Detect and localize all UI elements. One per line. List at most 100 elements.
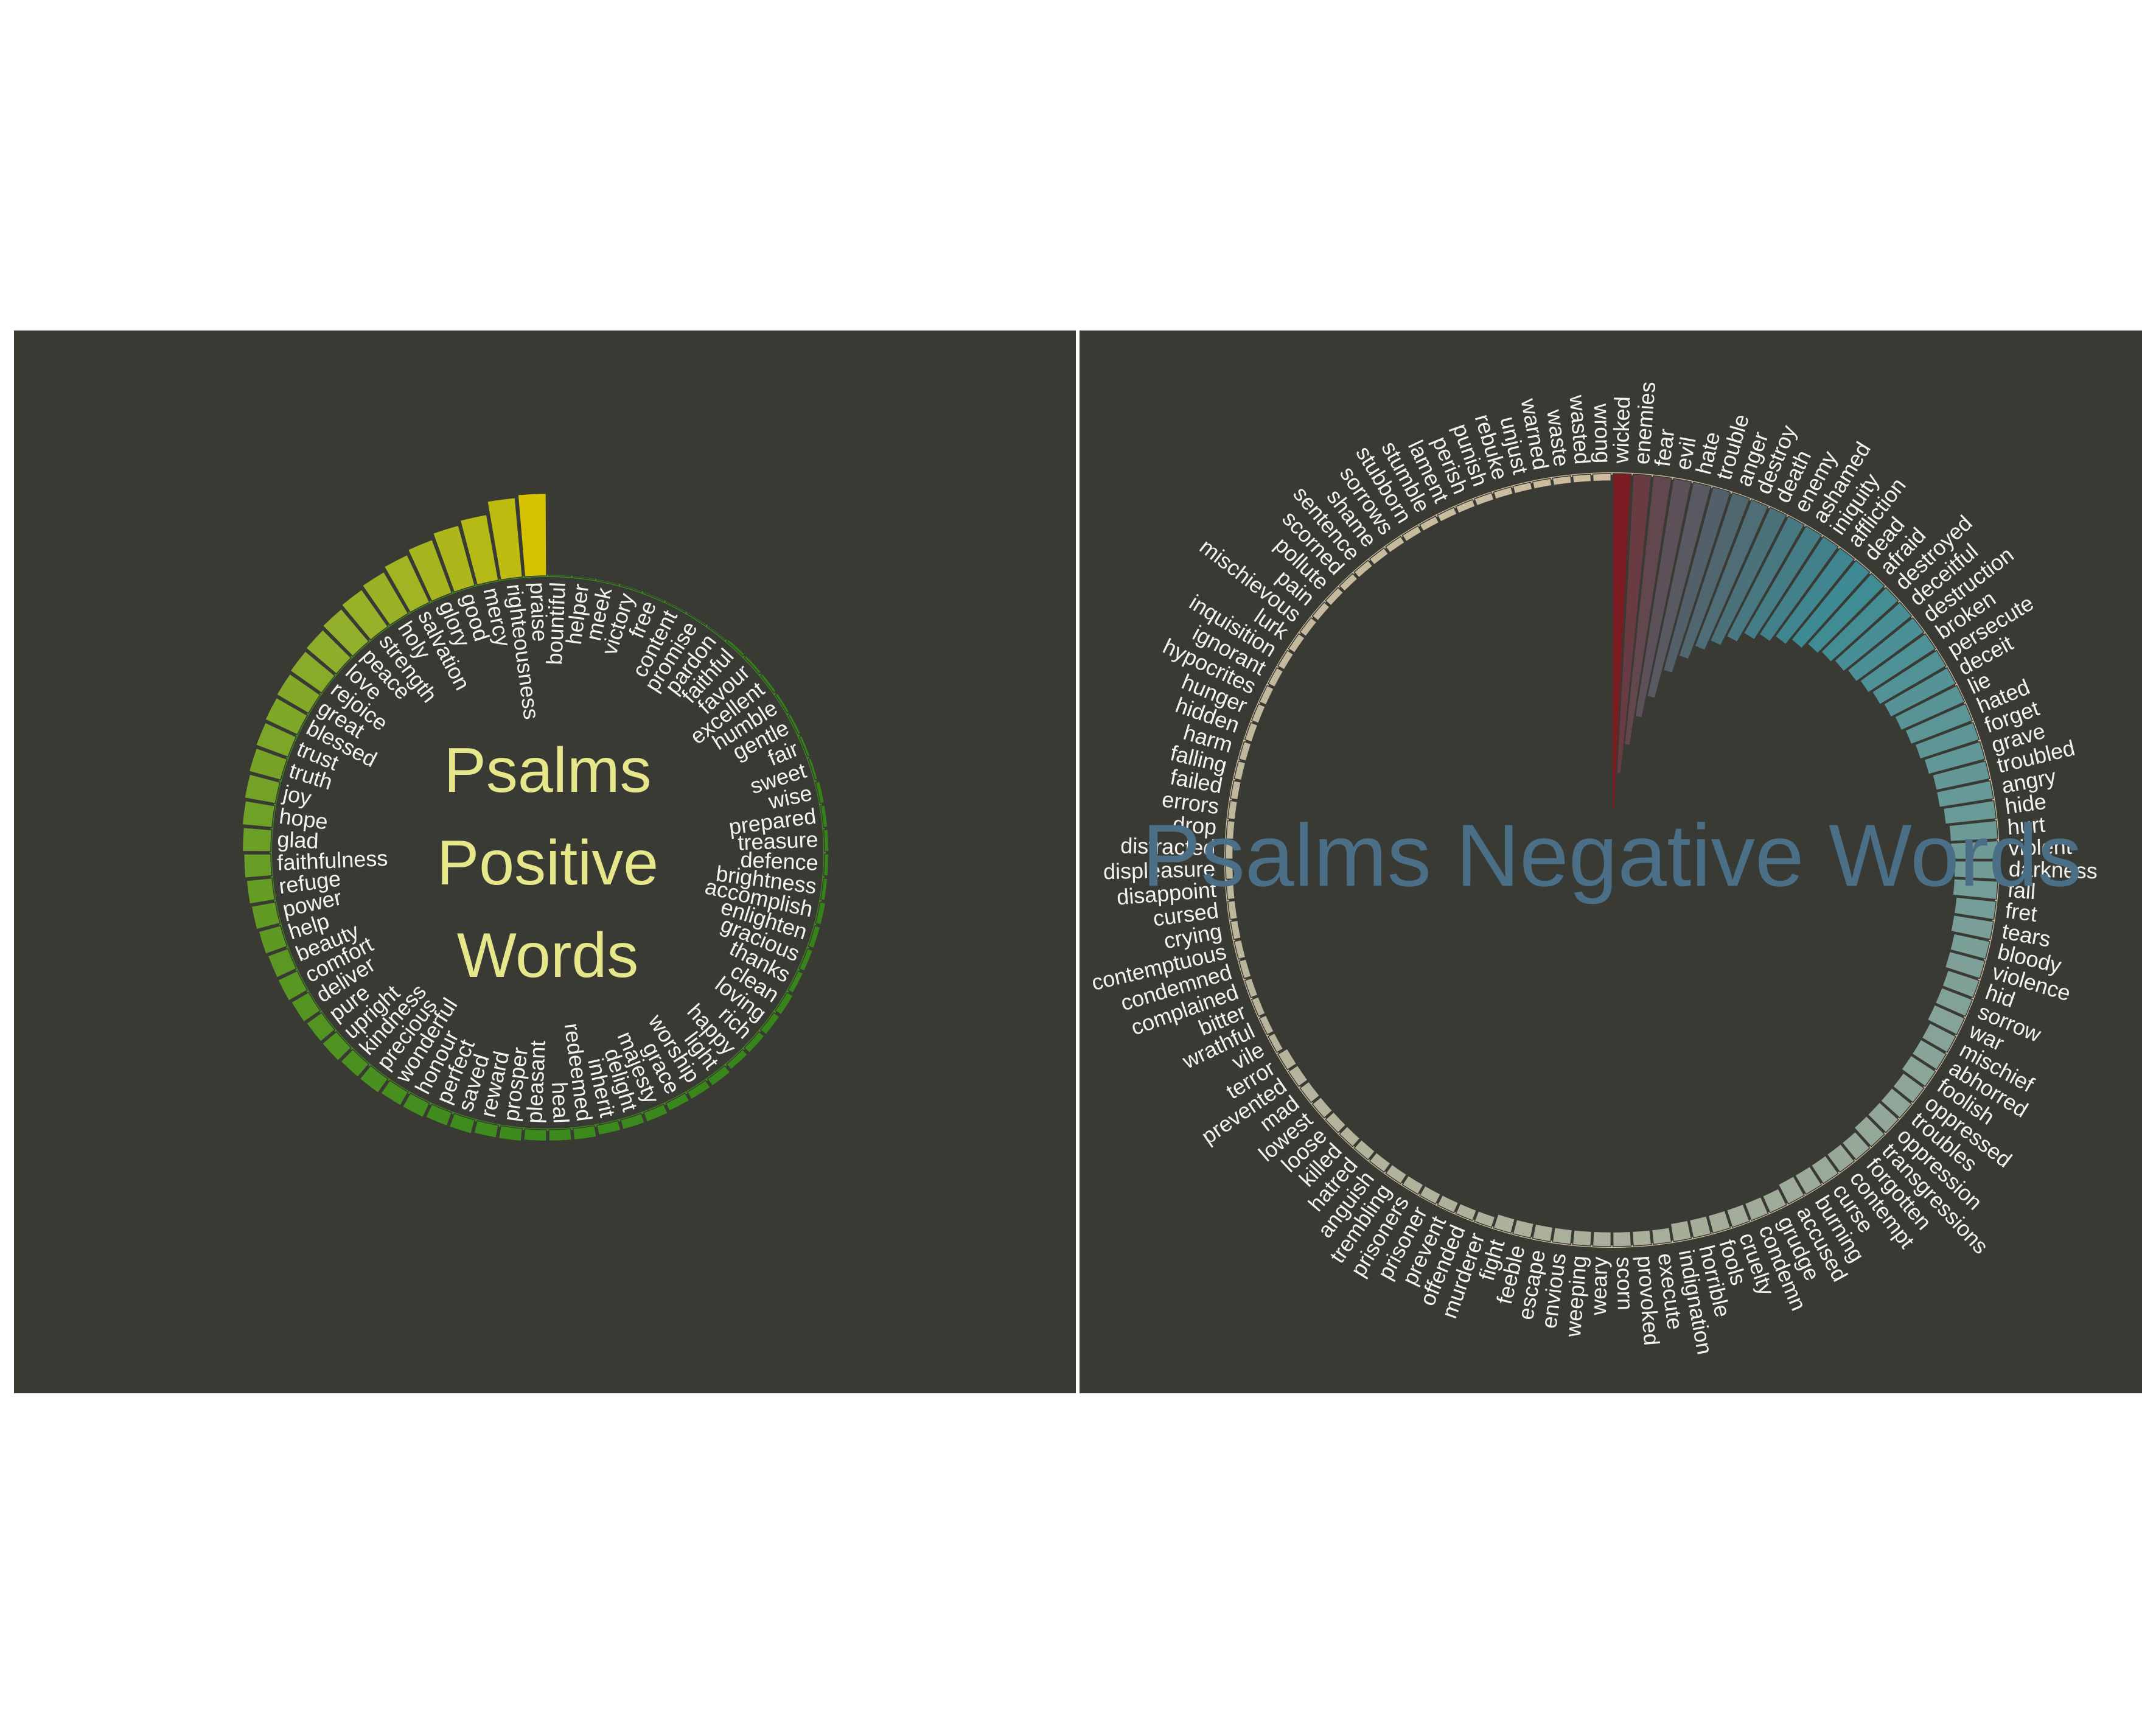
bar [1238,741,1252,762]
bar [1267,1032,1284,1054]
bar [380,1079,409,1107]
bar [1670,1220,1692,1242]
bar [815,780,825,804]
bar [1871,649,1947,705]
bar [1385,1164,1408,1184]
bar [1759,536,1839,642]
bar [759,673,777,694]
bar [1369,1152,1392,1173]
bar [1726,515,1805,643]
bar [1826,1143,1855,1173]
bar [1953,897,1997,920]
bar [1401,1175,1425,1195]
bar [744,1030,766,1054]
bar [1353,559,1373,578]
bar [1592,473,1612,482]
bar [1369,547,1389,565]
category-label: fall [2007,877,2037,904]
bar [798,948,814,972]
bar [242,827,273,852]
bar [823,853,829,877]
category-label: scorn [1612,1256,1638,1310]
bar [361,571,409,626]
bar [1694,499,1769,651]
bar [383,554,430,613]
bar [321,1030,352,1062]
bar [820,877,828,901]
bar [1833,601,1913,673]
bar [1936,780,1994,808]
bar [1493,486,1514,500]
bar [243,853,273,879]
bar [1952,878,1998,900]
bar [1258,1014,1275,1035]
bar [359,1065,389,1094]
bar [1662,486,1731,674]
category-label: pleasant [522,1040,550,1124]
bar [759,1012,781,1035]
bar [1927,1004,1966,1035]
bar [774,692,790,714]
category-label: fret [2004,898,2039,926]
category-label: wrong [1589,403,1616,464]
category-label: fear [1650,427,1680,468]
bar [686,1079,711,1100]
bar [596,578,619,586]
bar [1493,1213,1516,1234]
bar [1244,722,1258,743]
bar [1820,587,1899,663]
bar [787,713,801,735]
bar [1437,506,1458,523]
bar [1743,525,1823,640]
bar [548,1128,573,1142]
bar [1631,1229,1652,1247]
bar [706,1065,731,1087]
bar [1225,840,1234,860]
bar [1900,1054,1936,1087]
bar [1267,667,1284,688]
bar [1288,633,1306,654]
bar [1385,536,1406,554]
bar [1892,1072,1925,1104]
category-label: evil [1670,435,1701,472]
bar [548,573,571,578]
bar [1552,475,1572,486]
bar [1931,760,1990,791]
category-label: hide [2003,789,2048,819]
bar [1941,970,1980,998]
bar [1226,880,1236,900]
bar [1474,1210,1496,1228]
bar [289,650,336,694]
bar [1953,860,1999,880]
bar [823,828,829,852]
bar [1880,1087,1913,1119]
category-label: heal [547,1082,574,1124]
bar [1339,573,1358,592]
bar [744,655,762,675]
bar [322,608,370,657]
bar [808,925,821,949]
bar [643,1104,669,1123]
bar [1708,1209,1731,1234]
category-label: defence [740,847,819,875]
bar [402,1093,430,1118]
bar [820,804,828,828]
bar [1790,559,1871,649]
bar [1251,703,1266,724]
bar [1709,506,1787,646]
bar [1678,492,1750,660]
category-label: violent [2008,834,2072,861]
bar [486,497,523,581]
bar [1847,617,1925,682]
bar [1227,900,1238,920]
bar [1532,1223,1554,1242]
category-label: darkness [2008,856,2098,884]
bar [1612,1231,1632,1247]
bar [277,970,308,1002]
bar [1277,649,1294,671]
bar [242,800,276,828]
bar [1325,587,1344,606]
bar [1418,1185,1442,1205]
bar [1311,601,1330,621]
